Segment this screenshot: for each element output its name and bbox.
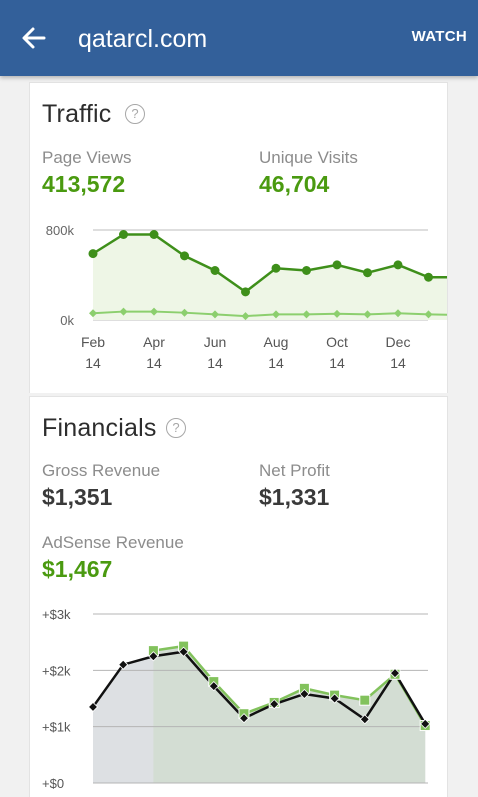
gross-revenue-point	[389, 668, 401, 679]
adsense-revenue-point	[359, 694, 371, 706]
unique-visits-point	[333, 309, 341, 318]
x-tick-label: Apr	[143, 334, 165, 350]
unique-visits-point	[302, 310, 311, 319]
x-tick-label: 14	[390, 355, 406, 371]
x-tick-label: Feb	[81, 334, 105, 350]
page-views-point	[180, 251, 189, 261]
adsense-revenue-line	[153, 644, 427, 727]
help-icon[interactable]: ?	[125, 104, 145, 124]
gross-revenue-point	[359, 714, 370, 725]
page-views-point	[119, 230, 128, 239]
y-tick-label: 0k	[60, 313, 74, 328]
financials-card: Financials ? Gross Revenue $1,351 Net Pr…	[29, 396, 448, 797]
x-tick-label: 14	[207, 355, 223, 371]
gross-revenue-point	[329, 693, 340, 704]
y-tick-label: +$3k	[42, 607, 71, 622]
watch-button[interactable]: WATCH	[411, 28, 467, 45]
gross-revenue-point	[238, 713, 250, 724]
page-views-point	[88, 249, 98, 259]
gross-revenue-value: $1,351	[42, 484, 113, 510]
x-tick-label: Aug	[264, 334, 289, 350]
financials-title: Financials	[42, 414, 157, 442]
adsense-revenue-area	[153, 646, 426, 783]
financials-chart: +$3k +$2k +$1k +$0	[42, 607, 431, 791]
gross-revenue-label: Gross Revenue	[42, 461, 161, 480]
gross-revenue-point	[208, 681, 219, 692]
gross-revenue-point	[87, 701, 99, 713]
traffic-chart: 800k 0k Feb 14 Apr 14 Jun 14 Aug 14 Oct 14 Dec 14	[46, 223, 447, 371]
app-bar: qatarcl.com WATCH	[0, 0, 478, 76]
page-views-point	[393, 260, 403, 270]
traffic-title: Traffic	[42, 100, 112, 128]
page-views-point	[271, 263, 281, 273]
unique-visits-point	[150, 307, 158, 316]
unique-visits-point	[363, 310, 372, 319]
y-tick-label: +$1k	[42, 720, 71, 735]
unique-visits-point	[394, 309, 402, 318]
page-title: qatarcl.com	[78, 25, 208, 53]
back-arrow-icon[interactable]	[20, 24, 48, 52]
gross-revenue-point	[148, 651, 159, 662]
page-views-value: 413,572	[42, 171, 126, 197]
gross-revenue-point	[420, 718, 431, 729]
x-tick-label: 14	[329, 355, 345, 371]
unique-visits-point	[119, 307, 128, 316]
page-views-point	[149, 230, 159, 239]
adsense-revenue-value: $1,467	[42, 556, 113, 582]
page-views-point	[332, 260, 342, 270]
x-tick-label: Oct	[326, 334, 348, 350]
gross-revenue-point	[118, 659, 129, 670]
gross-revenue-point	[299, 688, 310, 700]
unique-visits-point	[180, 308, 189, 317]
x-tick-label: 14	[268, 355, 284, 371]
x-tick-label: Jun	[204, 334, 227, 350]
y-tick-label: 800k	[46, 223, 75, 238]
page-views-point	[302, 266, 311, 275]
y-tick-label: +$2k	[42, 663, 71, 678]
unique-visits-point	[211, 310, 219, 319]
net-profit-label: Net Profit	[259, 461, 330, 480]
page-views-point	[210, 266, 220, 275]
x-tick-label: 14	[85, 355, 101, 371]
x-tick-label: Dec	[386, 334, 411, 350]
traffic-card: Traffic ? Page Views 413,572 Unique Visi…	[29, 82, 448, 393]
page-views-label: Page Views	[42, 148, 132, 167]
adsense-revenue-label: AdSense Revenue	[42, 533, 184, 552]
net-profit-value: $1,331	[259, 484, 330, 510]
help-icon[interactable]: ?	[166, 418, 186, 438]
x-tick-label: 14	[146, 355, 162, 371]
unique-visits-label: Unique Visits	[259, 148, 358, 167]
unique-visits-point	[272, 310, 280, 319]
page-views-point	[241, 287, 250, 297]
unique-visits-point	[424, 310, 433, 319]
page-views-point	[363, 268, 372, 278]
unique-visits-point	[89, 309, 97, 318]
page-views-area	[93, 234, 447, 320]
unique-visits-value: 46,704	[259, 171, 330, 197]
gross-revenue-point	[178, 646, 189, 657]
unique-visits-point	[241, 312, 250, 321]
gross-revenue-point	[269, 699, 280, 710]
gross-revenue-line	[91, 650, 427, 725]
y-tick-label: +$0	[42, 776, 64, 791]
page-views-point	[424, 272, 433, 282]
